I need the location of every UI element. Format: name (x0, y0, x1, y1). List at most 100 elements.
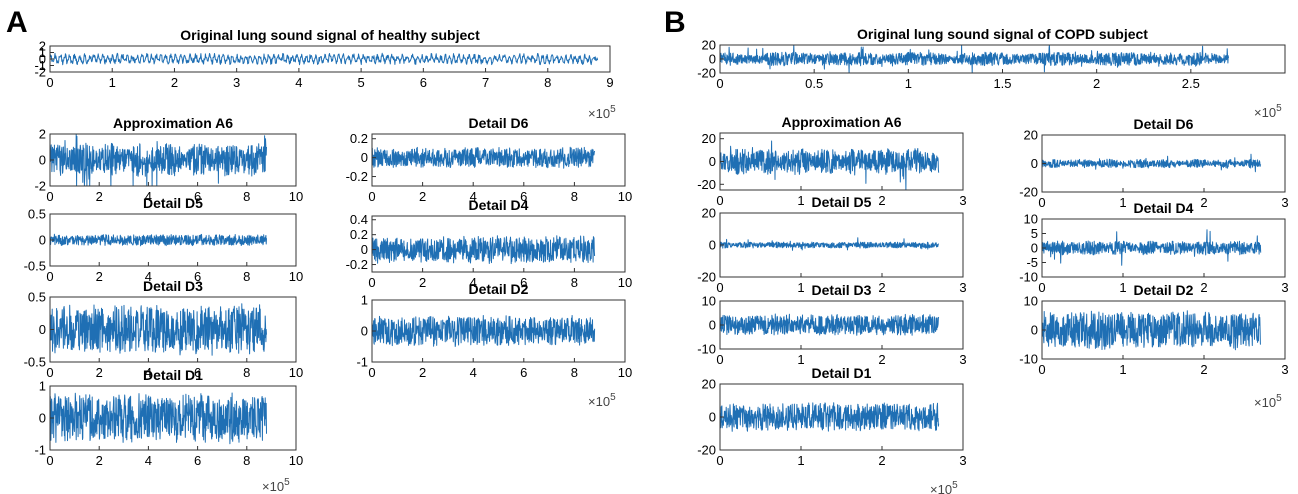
x-tick-label: 2 (419, 365, 426, 380)
signal-line (49, 233, 267, 247)
x-tick-label: 3 (959, 280, 966, 295)
y-tick-label: 0 (39, 233, 46, 248)
chart-title: Detail D5 (812, 194, 872, 210)
x-tick-label: 3 (233, 75, 240, 90)
x-tick-label: 4 (470, 275, 477, 290)
y-tick-label: -20 (697, 177, 716, 192)
chart-A-orig: Original lung sound signal of healthy su… (34, 27, 616, 121)
signal-line (49, 52, 599, 66)
x-tick-label: 0 (368, 189, 375, 204)
signal-line (719, 140, 940, 191)
chart-title: Detail D1 (143, 367, 203, 383)
x-tick-label: 1 (797, 280, 804, 295)
x-tick-label: 10 (289, 269, 303, 284)
chart-title: Detail D6 (469, 115, 529, 131)
y-tick-label: 1 (39, 45, 46, 60)
y-tick-label: -0.2 (346, 257, 368, 272)
signal-line (719, 44, 1229, 74)
x-tick-label: 8 (571, 189, 578, 204)
x-tick-label: 0 (1038, 195, 1045, 210)
x-tick-label: 1 (109, 75, 116, 90)
y-tick-label: -20 (697, 443, 716, 458)
y-tick-label: 0 (1031, 241, 1038, 256)
x-tick-label: 2 (1200, 195, 1207, 210)
x-tick-label: 4 (145, 189, 152, 204)
chart-title: Approximation A6 (113, 115, 233, 131)
signal-line (1041, 153, 1262, 173)
x-tick-label: 0 (46, 453, 53, 468)
y-tick-label: 2 (39, 39, 46, 54)
chart-title: Detail D5 (143, 195, 203, 211)
x-tick-label: 2 (1093, 76, 1100, 91)
y-tick-label: 20 (702, 206, 716, 221)
y-tick-label: 0.5 (28, 290, 46, 305)
x-tick-label: 0 (716, 453, 723, 468)
chart-A-d2: Detail D20 2 4 6 8 10-101×105 (356, 281, 632, 409)
x-tick-label: 1 (1119, 362, 1126, 377)
y-tick-label: 10 (702, 294, 716, 309)
x-tick-label: 4 (470, 189, 477, 204)
x-tick-label: 1 (797, 352, 804, 367)
x-tick-label: 2 (419, 189, 426, 204)
y-tick-label: -20 (1019, 185, 1038, 200)
panel-label-a: A (6, 6, 28, 39)
chart-A-d1: Detail D10 2 4 6 8 10-101×105 (34, 367, 303, 494)
y-tick-label: 20 (702, 38, 716, 53)
x-tick-label: 0 (1038, 362, 1045, 377)
chart-title: Approximation A6 (781, 114, 901, 130)
x-tick-label: 6 (520, 189, 527, 204)
signal-line (719, 313, 940, 336)
x-tick-label: 5 (357, 75, 364, 90)
chart-title: Detail D2 (1134, 282, 1194, 298)
x-tick-label: 10 (289, 453, 303, 468)
x-tick-label: 0 (46, 75, 53, 90)
x-tick-label: 2 (878, 453, 885, 468)
x-tick-label: 4 (145, 365, 152, 380)
y-tick-label: 0 (1031, 323, 1038, 338)
signal-line (49, 133, 267, 187)
x-tick-label: 8 (544, 75, 551, 90)
y-tick-label: -1 (34, 443, 46, 458)
x-tick-label: 2 (1200, 280, 1207, 295)
x-tick-label: 3 (959, 352, 966, 367)
x-tick-label: 0 (716, 352, 723, 367)
y-tick-label: 0 (361, 324, 368, 339)
x-tick-label: 3 (1281, 195, 1288, 210)
chart-title: Detail D6 (1134, 116, 1194, 132)
y-tick-label: 20 (702, 131, 716, 146)
y-tick-label: 0 (1031, 156, 1038, 171)
x-tick-label: 0 (46, 365, 53, 380)
x-tick-label: 8 (571, 365, 578, 380)
x-tick-label: 0 (46, 189, 53, 204)
y-tick-label: -0.5 (24, 355, 46, 370)
x-exponent-label: ×105 (1254, 103, 1282, 120)
x-tick-label: 0 (368, 275, 375, 290)
x-tick-label: 8 (243, 269, 250, 284)
y-tick-label: 5 (1031, 226, 1038, 241)
chart-title: Detail D4 (1134, 200, 1194, 216)
signal-line (1041, 229, 1262, 266)
y-tick-label: 1 (39, 379, 46, 394)
y-tick-label: 0.2 (350, 227, 368, 242)
x-tick-label: 0 (716, 280, 723, 295)
x-tick-label: 4 (145, 453, 152, 468)
signal-line (1041, 310, 1261, 351)
y-tick-label: -2 (34, 65, 46, 80)
x-exponent-label: ×105 (588, 392, 616, 409)
y-tick-label: -5 (1026, 255, 1038, 270)
chart-A-d5: Detail D50 2 4 6 8 10-0.500.5 (24, 195, 304, 284)
y-tick-label: 0.4 (350, 212, 368, 227)
y-tick-label: 0.5 (28, 207, 46, 222)
chart-title: Detail D4 (469, 197, 529, 213)
y-tick-label: -20 (697, 270, 716, 285)
x-tick-label: 0 (716, 76, 723, 91)
x-tick-label: 6 (194, 365, 201, 380)
chart-title: Detail D3 (812, 282, 872, 298)
x-tick-label: 2 (878, 352, 885, 367)
x-tick-label: 8 (243, 453, 250, 468)
chart-title: Detail D2 (469, 281, 529, 297)
